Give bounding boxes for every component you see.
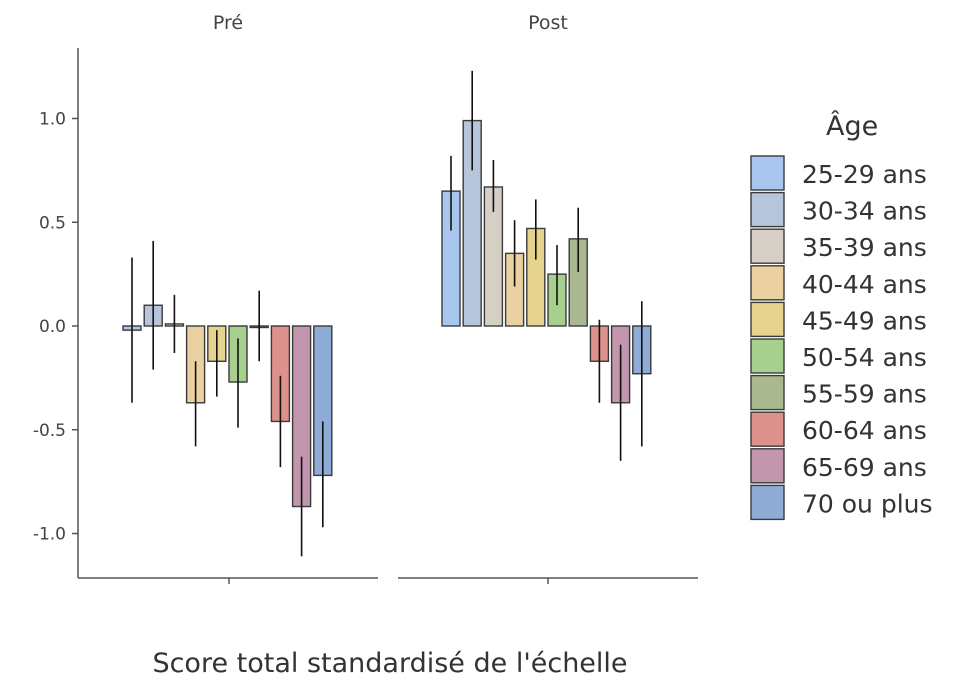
legend-label: 25-29 ans [802, 160, 927, 189]
y-tick-label: 1.0 [39, 110, 66, 130]
legend-swatch [750, 338, 785, 374]
legend-swatch [750, 374, 785, 411]
legend-swatch [750, 228, 785, 264]
legend-swatch [750, 301, 785, 338]
legend-swatch [750, 448, 785, 484]
legend-label: 60-64 ans [802, 416, 927, 445]
x-axis-label: Score total standardisé de l'échelle [152, 648, 627, 675]
legend-items: 25-29 ans 30-34 ans 35-39 ans 40-44 ans 45-4… [750, 155, 933, 521]
legend-label: 65-69 ans [802, 453, 927, 482]
legend-label: 35-39 ans [802, 233, 927, 262]
legend-label: 30-34 ans [802, 197, 927, 226]
legend-swatch [750, 411, 785, 447]
panel-title-pre: Pré [213, 12, 243, 34]
axes [77, 48, 698, 584]
y-ticks: -1.0 -0.5 0.0 0.5 1.0 [33, 110, 78, 545]
y-tick-label: -1.0 [33, 525, 66, 545]
y-tick-label: 0.5 [39, 213, 66, 233]
legend-label: 50-54 ans [802, 343, 927, 372]
panel-title-post: Post [528, 12, 568, 34]
legend-label: 40-44 ans [802, 270, 927, 299]
legend-label: 45-49 ans [802, 306, 927, 335]
legend-label: 70 ou plus [802, 489, 933, 518]
legend: Âge 25-29 ans 30-34 ans 35-39 ans 40-44 ans… [750, 110, 933, 521]
bars [122, 70, 652, 557]
legend-swatch [750, 191, 785, 228]
legend-swatch [750, 155, 785, 191]
legend-title: Âge [826, 110, 878, 142]
y-tick-label: 0.0 [39, 317, 66, 337]
panel-titles: Pré Post [213, 12, 568, 34]
legend-swatch [750, 484, 785, 521]
y-tick-label: -0.5 [33, 421, 66, 441]
legend-label: 55-59 ans [802, 380, 927, 409]
legend-swatch [750, 265, 785, 301]
